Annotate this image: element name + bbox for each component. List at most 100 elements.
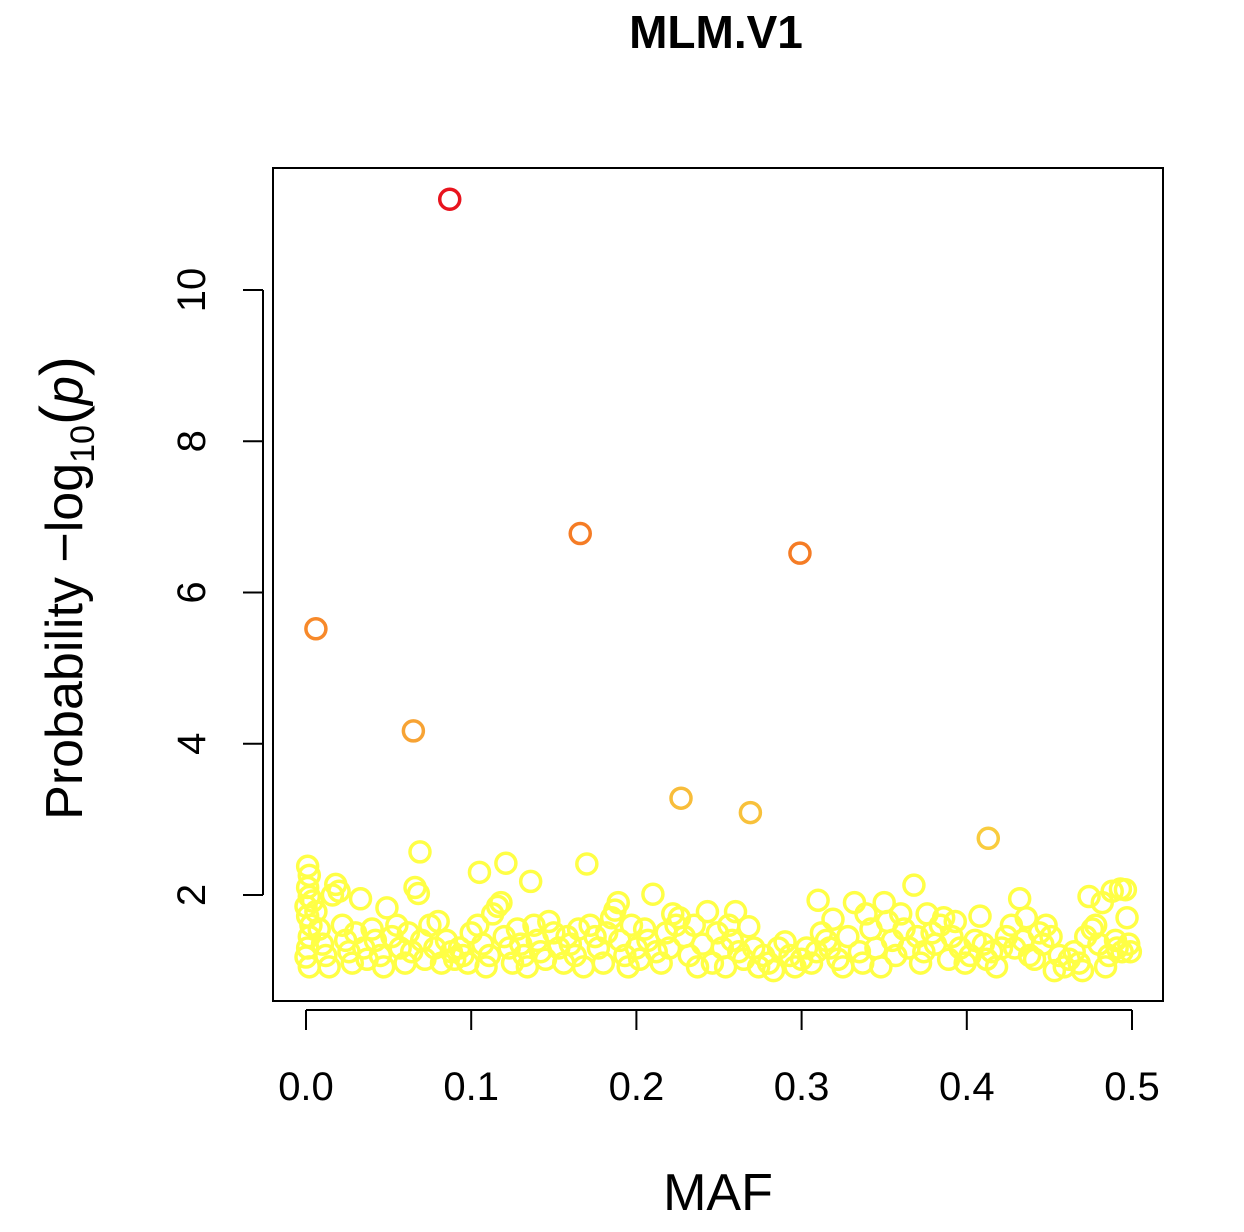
data-point	[591, 951, 616, 975]
data-point	[505, 917, 530, 941]
y-axis-label-prefix: Probability −log	[36, 463, 94, 820]
data-point	[408, 840, 432, 864]
data-point	[644, 939, 668, 964]
data-point	[619, 913, 644, 937]
data-point	[902, 873, 926, 897]
data-point	[821, 907, 845, 931]
data-point	[304, 899, 328, 924]
y-axis-label-paren-open: (	[28, 405, 95, 425]
x-tick-label: 0.5	[1104, 1065, 1160, 1109]
data-point-highlight	[788, 541, 812, 565]
data-point	[489, 890, 513, 915]
data-point	[616, 955, 640, 979]
data-point	[406, 881, 431, 906]
data-point	[761, 958, 786, 983]
data-point	[314, 943, 338, 968]
y-tick-label: 8	[170, 430, 214, 452]
data-point	[1062, 939, 1086, 964]
data-point	[340, 951, 365, 975]
data-point	[363, 928, 388, 953]
data-point	[958, 943, 982, 968]
data-point-highlight	[976, 826, 1001, 851]
data-point	[912, 939, 936, 964]
data-point	[806, 888, 830, 913]
data-point	[1034, 913, 1058, 937]
data-point	[884, 943, 908, 968]
y-tick-label: 2	[170, 884, 214, 906]
data-point	[613, 943, 637, 968]
data-point	[1093, 955, 1118, 979]
data-point	[310, 932, 335, 956]
data-point	[575, 852, 599, 876]
data-point	[467, 860, 492, 885]
highlighted-points	[304, 187, 1001, 851]
background-points	[294, 840, 1143, 983]
data-point	[836, 924, 860, 949]
y-axis-label-variable: p	[36, 376, 94, 407]
data-point-highlight	[304, 617, 328, 641]
data-point	[500, 951, 525, 975]
data-point	[426, 909, 450, 934]
data-point	[583, 924, 607, 949]
data-point	[931, 905, 956, 930]
data-point	[854, 902, 878, 926]
data-point	[542, 921, 566, 945]
data-point	[1070, 958, 1095, 983]
data-point	[720, 928, 744, 953]
data-point	[537, 909, 561, 934]
y-axis-label-paren-close: )	[28, 356, 95, 376]
data-point	[1118, 939, 1143, 964]
data-point	[375, 896, 399, 920]
data-point	[1105, 936, 1129, 960]
data-point	[1014, 905, 1039, 930]
data-point	[477, 943, 502, 968]
data-point	[908, 951, 933, 975]
data-point-highlight	[437, 187, 462, 211]
data-point-highlight	[669, 786, 693, 810]
data-point	[1077, 884, 1101, 909]
data-point	[842, 890, 867, 915]
data-point	[968, 904, 992, 928]
y-tick-label: 4	[170, 733, 214, 755]
data-point	[682, 913, 706, 937]
data-point	[641, 882, 665, 906]
data-point	[434, 928, 459, 953]
data-point	[360, 917, 384, 941]
x-tick-label: 0.2	[609, 1065, 665, 1109]
data-point	[522, 913, 546, 937]
data-point	[869, 955, 893, 979]
data-point	[485, 894, 510, 919]
data-point	[606, 890, 630, 915]
data-point	[1113, 877, 1138, 902]
data-point	[348, 887, 373, 911]
data-point	[494, 851, 518, 875]
plot-area-frame	[272, 167, 1164, 1002]
x-tick-label: 0.1	[443, 1065, 499, 1109]
data-point	[307, 917, 331, 941]
data-point	[327, 879, 351, 903]
data-point	[1017, 943, 1042, 968]
chart-title: MLM.V1	[629, 6, 803, 58]
data-point	[368, 943, 393, 968]
y-axis-label-subscript: 10	[64, 425, 102, 463]
data-point	[685, 955, 710, 979]
y-tick-label: 6	[170, 581, 214, 603]
data-point	[723, 899, 748, 924]
data-point	[371, 955, 396, 979]
data-point	[330, 913, 355, 937]
data-point	[1039, 924, 1063, 949]
data-point	[943, 909, 967, 934]
data-point-highlight	[401, 719, 426, 743]
data-point	[474, 955, 498, 979]
data-point	[888, 902, 913, 926]
data-point	[509, 932, 533, 956]
data-point	[518, 869, 543, 894]
data-point	[736, 915, 761, 939]
y-tick-label: 10	[170, 268, 214, 313]
data-point	[317, 955, 341, 979]
data-point	[799, 951, 824, 975]
data-point-highlight	[568, 521, 592, 546]
y-axis-label: Probability −log10(p)	[28, 356, 102, 820]
